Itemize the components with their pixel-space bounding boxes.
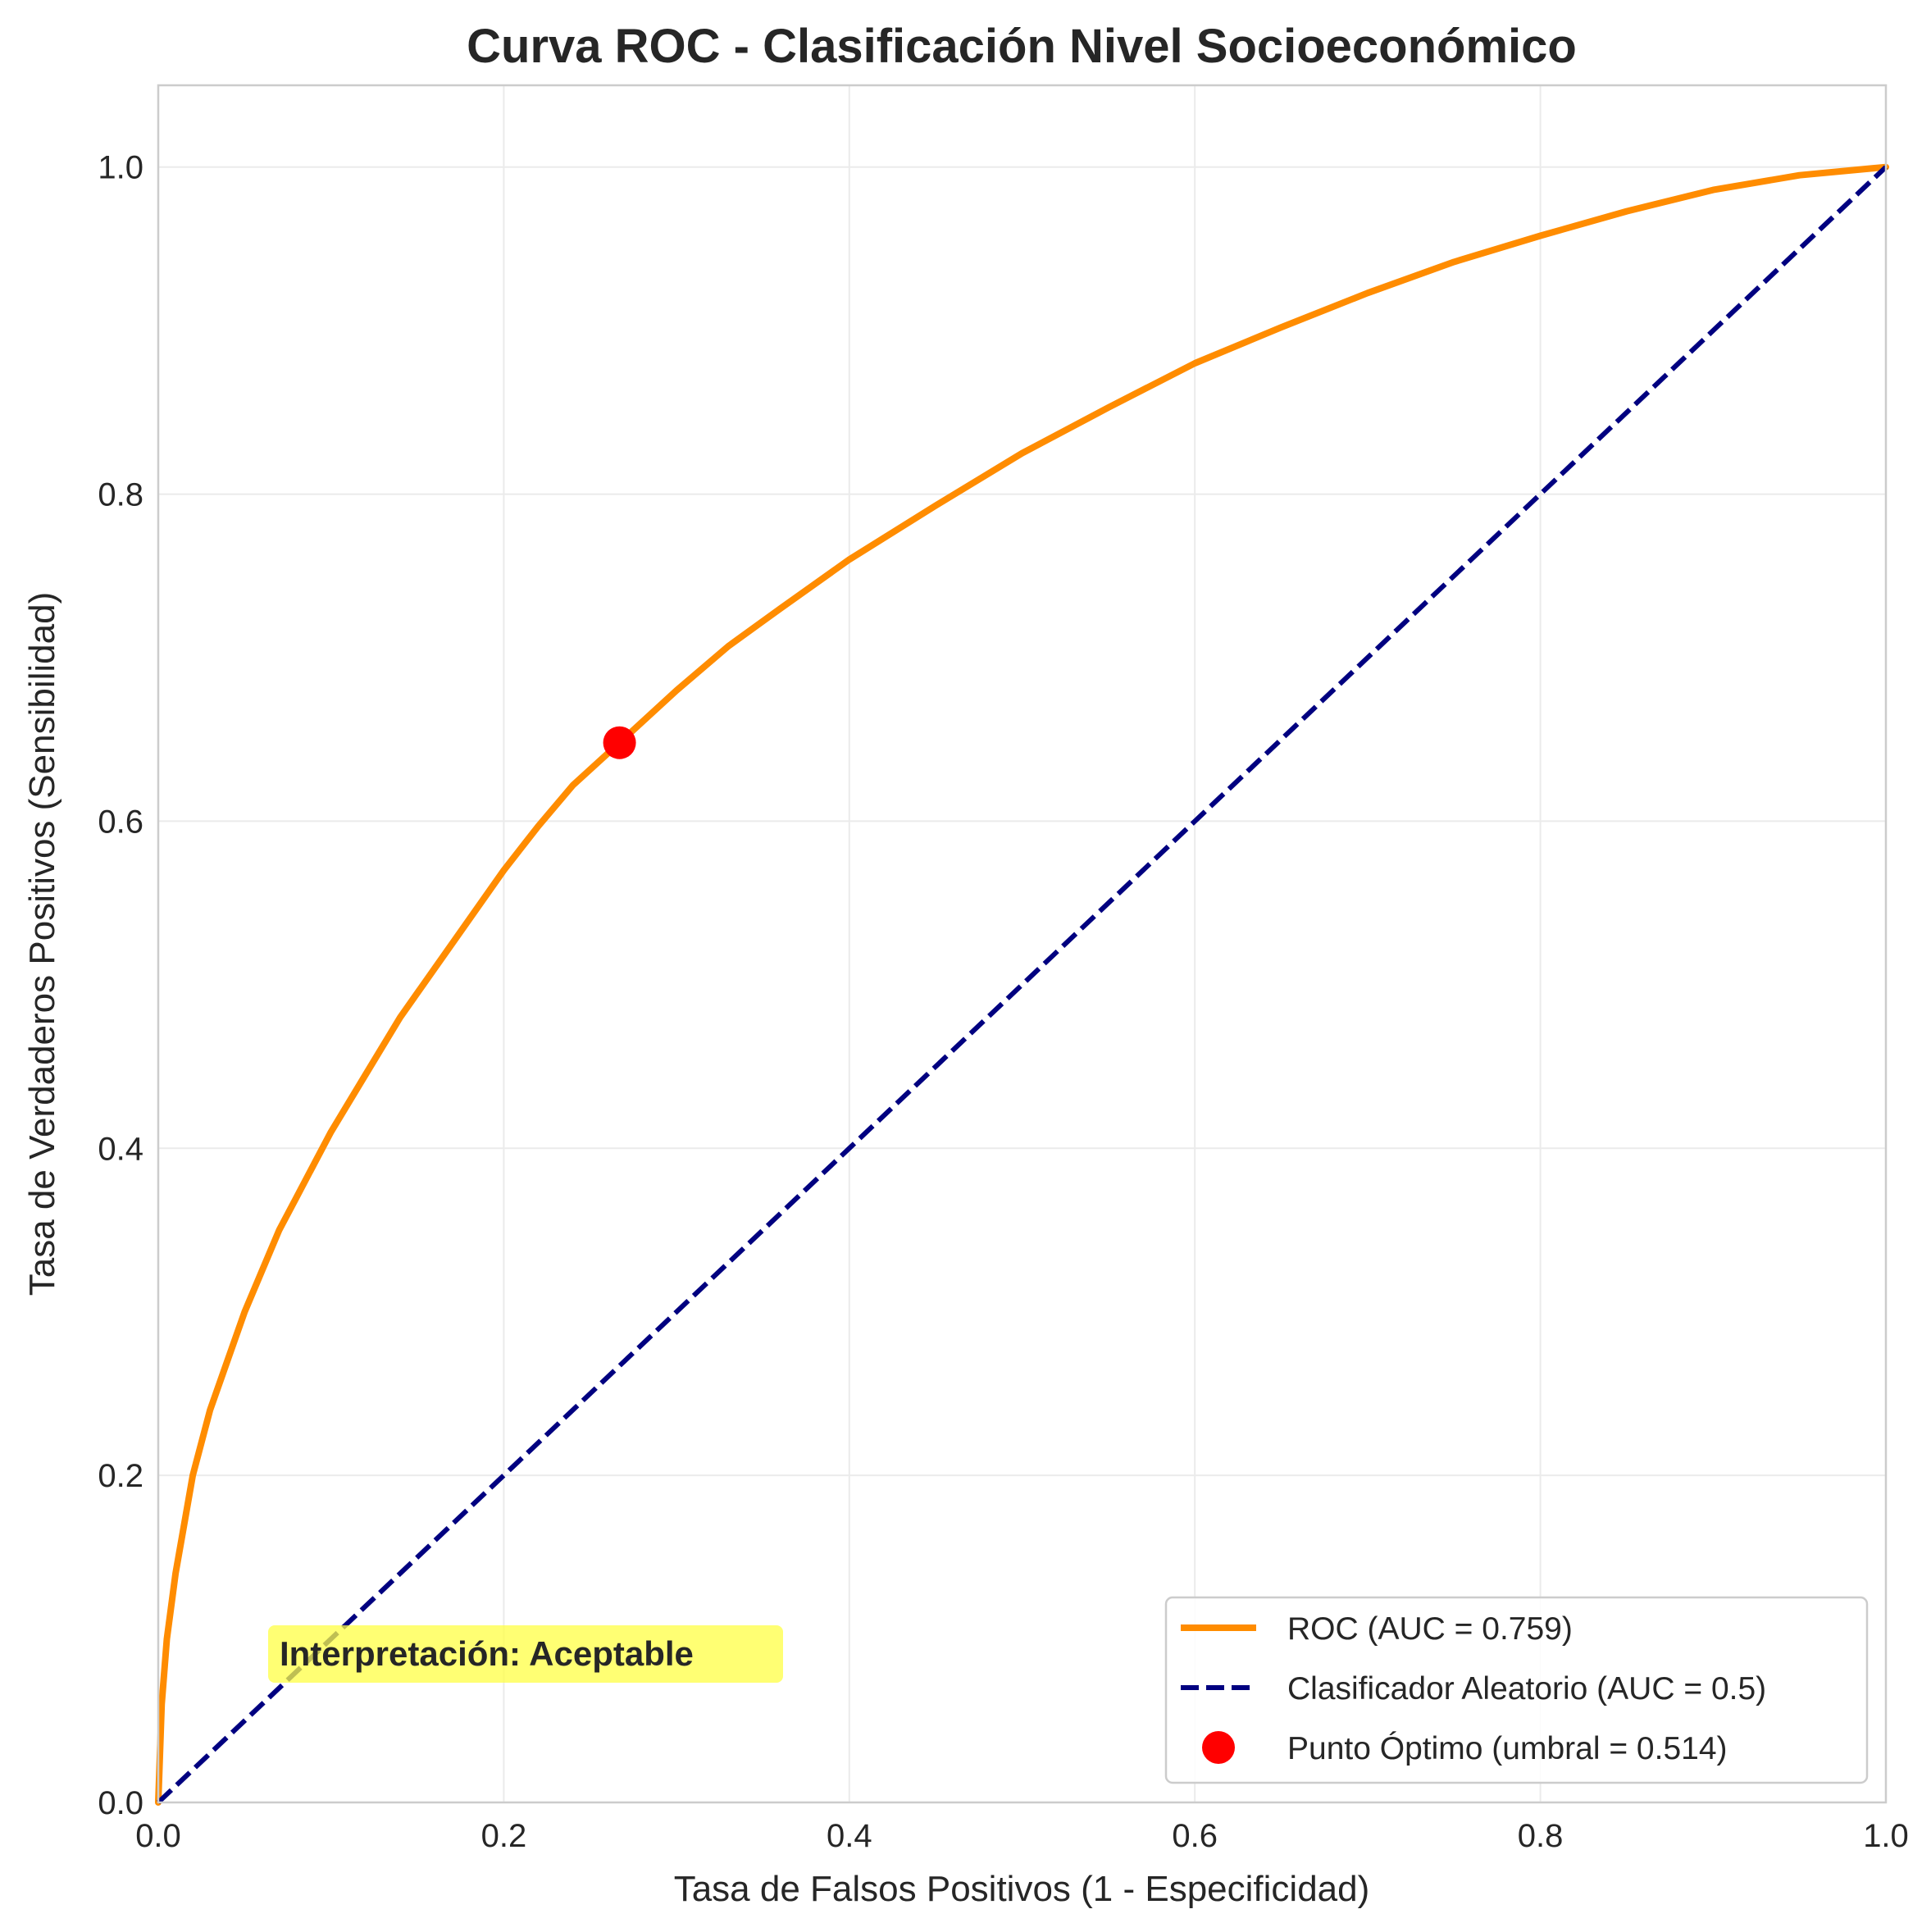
optimal-point-marker — [603, 726, 636, 759]
annotation-background — [268, 1625, 783, 1683]
plot-frame — [157, 84, 1888, 1804]
annotation-box: Interpretación: Aceptable — [268, 1625, 783, 1683]
legend-label-random: Clasificador Aleatorio (AUC = 0.5) — [1287, 1671, 1766, 1706]
legend-swatch-optimal-point — [1202, 1731, 1235, 1764]
annotation-text: Interpretación: Aceptable — [280, 1634, 694, 1673]
y-tick-label: 1.0 — [98, 150, 143, 186]
tick-labels: 0.0 0.2 0.4 0.6 0.8 1.0 0.0 0.2 0.4 0.6 0.8 1.0 — [98, 150, 1908, 1854]
random-classifier-line — [156, 165, 1888, 1805]
roc-curve-line — [155, 163, 1889, 1806]
series-group — [155, 163, 1889, 1806]
legend: ROC (AUC = 0.759) Clasificador Aleatorio… — [1164, 1596, 1869, 1784]
y-tick-label: 0.8 — [98, 477, 143, 513]
x-axis-label: Tasa de Falsos Positivos (1 - Especifici… — [674, 1869, 1370, 1909]
x-tick-label: 0.0 — [135, 1818, 181, 1854]
y-tick-label: 0.0 — [98, 1785, 143, 1821]
points-group — [603, 726, 636, 759]
chart-title: Curva ROC - Clasificación Nivel Socioeco… — [467, 20, 1577, 73]
y-axis-label: Tasa de Verdaderos Positivos (Sensibilid… — [22, 592, 62, 1296]
grid — [157, 85, 1887, 1803]
x-tick-label: 0.2 — [481, 1818, 527, 1854]
y-tick-label: 0.2 — [98, 1458, 143, 1494]
x-tick-label: 0.4 — [827, 1818, 872, 1854]
legend-label-roc: ROC (AUC = 0.759) — [1287, 1611, 1573, 1647]
y-tick-label: 0.4 — [98, 1131, 143, 1167]
x-tick-label: 0.6 — [1172, 1818, 1218, 1854]
x-tick-label: 1.0 — [1863, 1818, 1909, 1854]
y-tick-label: 0.6 — [98, 804, 143, 840]
x-tick-label: 0.8 — [1518, 1818, 1564, 1854]
legend-frame — [1164, 1596, 1869, 1784]
legend-label-optimal-point: Punto Óptimo (umbral = 0.514) — [1287, 1731, 1728, 1766]
